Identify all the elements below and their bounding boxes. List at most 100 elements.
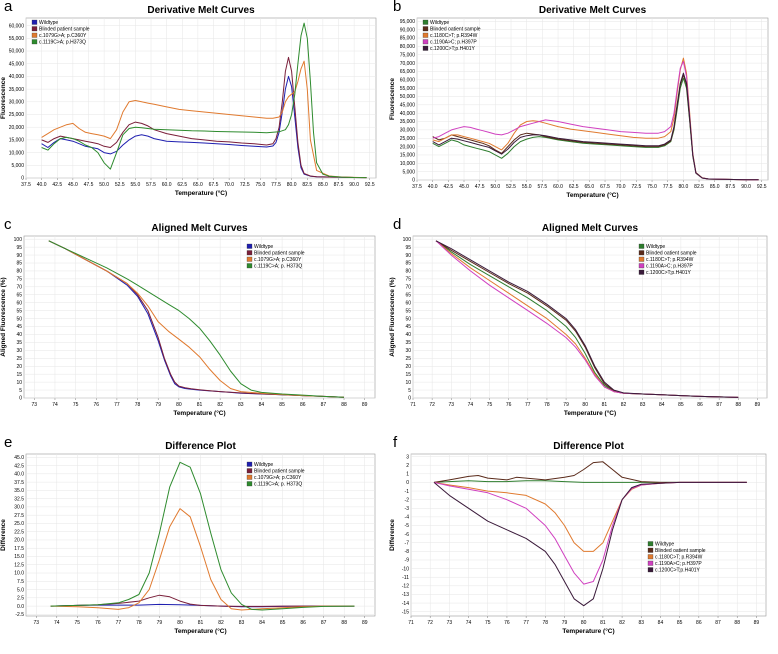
chart-title-b: Derivative Melt Curves <box>539 5 647 16</box>
x-tick-label-d: 81 <box>602 402 608 408</box>
y-axis-label-c: Aligned Fluorescence (%) <box>0 277 7 356</box>
panel-f: f Difference Plot 71 72 73 74 75 76 77 78 79 80 81 8… <box>389 434 778 654</box>
y-tick-label-d: 100 <box>403 237 412 243</box>
x-tick-label-f: 72 <box>427 620 433 626</box>
y-tick-label-f: -15 <box>402 609 409 615</box>
legend-label-e-2: c.1079G>A; p.C360Y <box>254 475 302 481</box>
x-tick-label-f: 86 <box>696 620 702 626</box>
x-tick-label-a: 90.0 <box>349 182 359 188</box>
legend-swatch-b-3 <box>422 39 429 45</box>
x-axis-label-f: Temperature (°C) <box>562 627 614 635</box>
y-tick-label-f: -8 <box>405 549 410 555</box>
legend-label-a-3: c.1119C>A; p.H373Q <box>39 40 86 46</box>
y-tick-label-c: 60 <box>16 300 22 306</box>
x-tick-label-e: 77 <box>116 620 122 626</box>
x-tick-label-d: 77 <box>525 402 531 408</box>
y-tick-label-e: 7.5 <box>17 579 24 585</box>
x-tick-label-e: 81 <box>198 620 204 626</box>
legend-swatch-e-3 <box>246 481 253 487</box>
chart-c: Aligned Melt Curves 73 74 75 76 77 78 79 80 81 82 8… <box>0 223 376 417</box>
legend-label-d-1: Blinded oatient sample <box>646 251 697 257</box>
x-tick-label-d: 73 <box>448 402 454 408</box>
y-tick-label-d: 40 <box>405 332 411 338</box>
y-tick-label-f: -3 <box>405 506 410 512</box>
panel-c: c Aligned Melt Curves 73 74 75 76 77 78 79 80 81 8… <box>0 216 389 436</box>
y-tick-label-f: -13 <box>402 592 409 598</box>
x-tick-label-b: 80.0 <box>679 184 689 190</box>
x-tick-label-f: 85 <box>677 620 683 626</box>
y-tick-label-a: 55,000 <box>9 36 25 42</box>
x-tick-label-d: 80 <box>582 402 588 408</box>
y-tick-label-c: 90 <box>16 253 22 259</box>
y-tick-label-d: 30 <box>405 348 411 354</box>
x-tick-label-f: 76 <box>504 620 510 626</box>
x-tick-label-b: 72.5 <box>632 184 642 190</box>
y-tick-label-a: 15,000 <box>9 138 25 144</box>
legend-label-b-1: Blinded oatient sample <box>430 27 481 33</box>
y-tick-label-f: -5 <box>405 523 410 529</box>
legend-swatch-e-0 <box>246 461 253 467</box>
y-tick-label-c: 100 <box>14 237 23 243</box>
y-tick-label-b: 10,000 <box>400 161 416 167</box>
x-tick-label-f: 73 <box>447 620 453 626</box>
x-tick-label-a: 80.0 <box>287 182 297 188</box>
y-tick-label-d: 0 <box>408 396 411 402</box>
x-tick-label-a: 72.5 <box>240 182 250 188</box>
y-tick-label-c: 15 <box>16 372 22 378</box>
legend-label-a-2: c.1079G>A; p.C360Y <box>39 33 87 39</box>
panel-label-a: a <box>4 0 13 15</box>
x-tick-label-c: 83 <box>238 402 244 408</box>
y-tick-label-b: 5,000 <box>402 169 415 175</box>
x-tick-label-c: 74 <box>52 402 58 408</box>
y-tick-label-d: 5 <box>408 388 411 394</box>
legend-swatch-d-4 <box>638 269 645 275</box>
legend-swatch-b-4 <box>422 45 429 51</box>
y-tick-label-a: 5,000 <box>11 163 24 169</box>
x-tick-label-b: 82.5 <box>694 184 704 190</box>
x-tick-label-b: 50.0 <box>490 184 500 190</box>
legend-swatch-c-3 <box>246 263 253 269</box>
series-line-a-2 <box>41 60 367 179</box>
y-tick-label-c: 5 <box>19 388 22 394</box>
y-axis-label-f: Difference <box>389 519 396 551</box>
y-tick-label-c: 50 <box>16 316 22 322</box>
y-tick-label-e: 5.0 <box>17 587 24 593</box>
y-tick-label-a: 35,000 <box>9 87 25 93</box>
x-tick-label-c: 87 <box>321 402 327 408</box>
x-tick-label-a: 57.5 <box>146 182 156 188</box>
y-tick-label-c: 45 <box>16 324 22 330</box>
y-tick-label-b: 45,000 <box>400 103 416 109</box>
x-tick-label-b: 42.5 <box>443 184 453 190</box>
x-tick-label-b: 65.0 <box>584 184 594 190</box>
x-tick-label-a: 87.5 <box>334 182 344 188</box>
legend-label-a-0: Wildtype <box>39 20 58 26</box>
x-tick-label-f: 75 <box>485 620 491 626</box>
x-tick-label-e: 87 <box>321 620 327 626</box>
y-tick-label-a: 25,000 <box>9 112 25 118</box>
series-line-d-4 <box>435 240 739 398</box>
series-line-a-3 <box>41 22 367 179</box>
panel-label-d: d <box>393 216 402 233</box>
x-tick-label-b: 47.5 <box>475 184 485 190</box>
y-axis-label-e: Difference <box>0 519 7 551</box>
x-tick-label-d: 72 <box>429 402 435 408</box>
x-tick-label-b: 52.5 <box>506 184 516 190</box>
y-tick-label-e: 42.5 <box>14 463 24 469</box>
legend-swatch-f-0 <box>647 541 654 547</box>
y-tick-label-d: 35 <box>405 340 411 346</box>
series-line-a-1 <box>41 56 367 179</box>
y-tick-label-b: 15,000 <box>400 153 416 159</box>
y-tick-label-d: 80 <box>405 269 411 275</box>
x-tick-label-b: 55.0 <box>522 184 532 190</box>
y-tick-label-a: 60,000 <box>9 23 25 29</box>
panel-d: d Aligned Melt Curves 71 72 73 74 75 76 77 78 79 8… <box>389 216 778 436</box>
legend-label-f-3: c.1190A>C; p.H397P <box>655 561 702 567</box>
x-tick-label-b: 60.0 <box>553 184 563 190</box>
legend-label-c-1: Blinded patient sample <box>254 251 305 257</box>
y-tick-label-e: 0.0 <box>17 604 24 610</box>
y-tick-label-d: 15 <box>405 372 411 378</box>
y-tick-label-d: 25 <box>405 356 411 362</box>
y-tick-label-f: 3 <box>406 454 409 460</box>
y-tick-label-f: -7 <box>405 540 410 546</box>
chart-d: Aligned Melt Curves 71 72 73 74 75 76 77 78 79 80 8… <box>389 223 768 417</box>
